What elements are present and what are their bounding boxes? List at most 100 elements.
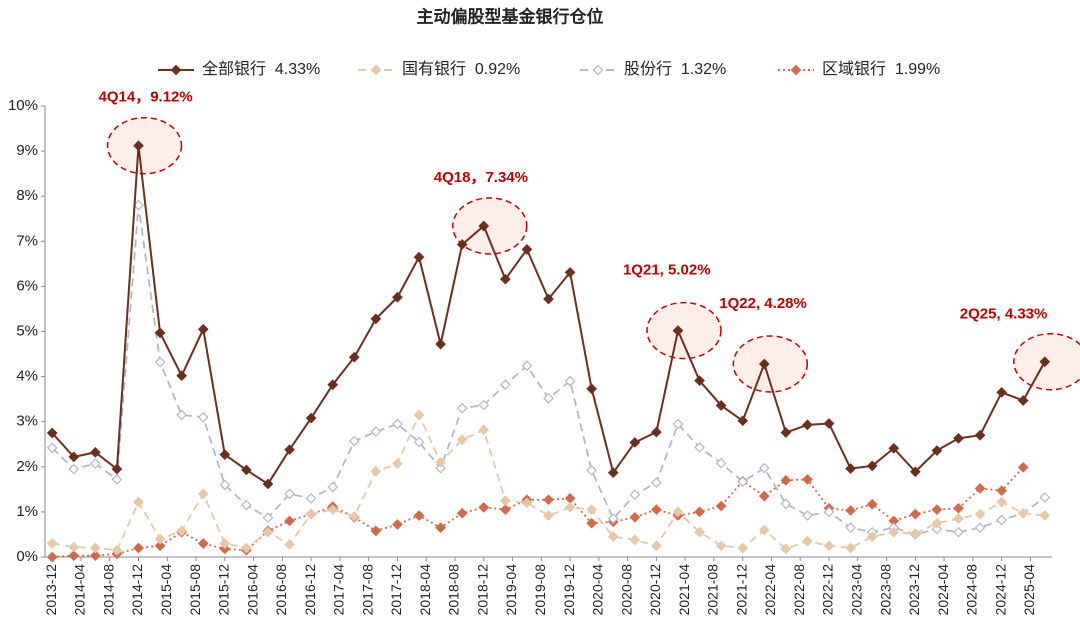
marker bbox=[543, 392, 554, 404]
marker bbox=[68, 451, 80, 463]
marker bbox=[845, 463, 856, 474]
marker bbox=[586, 504, 598, 515]
chart-title: 主动偏股型基金银行仓位 bbox=[417, 6, 604, 26]
x-tick-label: 2023-08 bbox=[877, 564, 893, 616]
marker bbox=[327, 504, 339, 515]
marker bbox=[629, 511, 641, 523]
marker bbox=[953, 433, 964, 444]
marker bbox=[392, 291, 403, 303]
x-tick-label: 2020-08 bbox=[618, 564, 634, 616]
marker bbox=[845, 505, 856, 516]
marker bbox=[780, 474, 792, 486]
series-line bbox=[52, 466, 1024, 558]
marker bbox=[996, 387, 1007, 398]
marker bbox=[823, 506, 835, 518]
x-tick-label: 2022-08 bbox=[791, 564, 807, 616]
marker bbox=[651, 477, 662, 488]
x-tick-label: 2022-12 bbox=[820, 564, 836, 616]
y-tick-label: 2% bbox=[16, 458, 38, 475]
x-tick-label: 2013-12 bbox=[43, 564, 59, 616]
marker bbox=[694, 442, 705, 453]
annotation: 4Q18，7.34% bbox=[434, 169, 528, 186]
x-tick-label: 2015-12 bbox=[216, 564, 232, 616]
marker bbox=[154, 533, 166, 545]
marker bbox=[1017, 461, 1029, 473]
x-tick-label: 2023-12 bbox=[906, 564, 922, 616]
marker bbox=[413, 409, 425, 421]
marker bbox=[715, 500, 727, 512]
marker bbox=[284, 539, 295, 550]
marker bbox=[262, 526, 274, 538]
marker bbox=[133, 140, 144, 152]
x-tick-label: 2019-12 bbox=[561, 564, 577, 616]
x-tick-label: 2018-12 bbox=[474, 564, 490, 616]
y-tick-label: 1% bbox=[16, 503, 38, 520]
marker bbox=[241, 464, 252, 476]
marker bbox=[780, 498, 792, 510]
y-tick-label: 5% bbox=[16, 322, 38, 339]
marker bbox=[996, 514, 1007, 526]
marker bbox=[758, 490, 770, 502]
marker bbox=[90, 447, 101, 458]
marker bbox=[866, 460, 878, 472]
marker bbox=[521, 497, 533, 509]
x-tick-label: 2018-04 bbox=[417, 564, 433, 616]
marker bbox=[672, 325, 684, 336]
marker bbox=[564, 375, 576, 387]
marker bbox=[219, 538, 231, 549]
y-tick-label: 9% bbox=[16, 142, 38, 159]
marker bbox=[521, 244, 533, 255]
x-tick-label: 2020-12 bbox=[647, 564, 663, 616]
legend-item: 国有银行 0.92% bbox=[358, 60, 520, 78]
marker bbox=[284, 444, 295, 456]
marker bbox=[111, 544, 123, 556]
marker bbox=[953, 513, 964, 525]
marker bbox=[790, 64, 802, 76]
x-tick-label: 2021-04 bbox=[676, 564, 692, 616]
marker bbox=[262, 478, 274, 490]
marker bbox=[694, 526, 705, 538]
marker bbox=[715, 540, 727, 552]
legend-item: 股份行 1.32% bbox=[580, 60, 726, 78]
marker bbox=[435, 456, 446, 468]
x-tick-label: 2019-04 bbox=[503, 564, 519, 616]
marker bbox=[370, 426, 382, 437]
marker bbox=[499, 379, 511, 391]
x-tick-label: 2021-08 bbox=[705, 564, 721, 616]
marker bbox=[154, 356, 166, 368]
annotation: 1Q22, 4.28% bbox=[719, 295, 807, 312]
marker bbox=[219, 543, 231, 555]
marker bbox=[348, 351, 360, 363]
marker bbox=[241, 542, 252, 554]
marker bbox=[888, 526, 900, 538]
marker bbox=[197, 488, 209, 500]
marker bbox=[176, 525, 188, 537]
marker bbox=[1039, 356, 1051, 368]
legend-label: 区域银行 1.99% bbox=[822, 60, 940, 78]
marker bbox=[996, 485, 1007, 497]
marker bbox=[974, 429, 986, 441]
marker bbox=[241, 499, 252, 511]
marker bbox=[370, 64, 382, 76]
y-tick-label: 6% bbox=[16, 277, 38, 294]
x-tick-label: 2014-08 bbox=[100, 564, 116, 616]
marker bbox=[564, 502, 576, 513]
marker bbox=[823, 540, 835, 552]
marker bbox=[974, 483, 986, 494]
marker bbox=[845, 542, 856, 554]
marker bbox=[909, 528, 921, 539]
marker bbox=[111, 463, 123, 475]
marker bbox=[435, 338, 446, 350]
marker bbox=[931, 523, 943, 535]
marker bbox=[780, 427, 792, 438]
marker bbox=[46, 538, 58, 549]
marker bbox=[348, 435, 360, 447]
marker bbox=[46, 442, 58, 454]
marker bbox=[737, 415, 749, 427]
legend-label: 全部银行 4.33% bbox=[202, 60, 320, 78]
marker bbox=[802, 510, 813, 521]
marker bbox=[90, 458, 101, 469]
marker bbox=[327, 481, 339, 493]
marker bbox=[629, 534, 641, 546]
